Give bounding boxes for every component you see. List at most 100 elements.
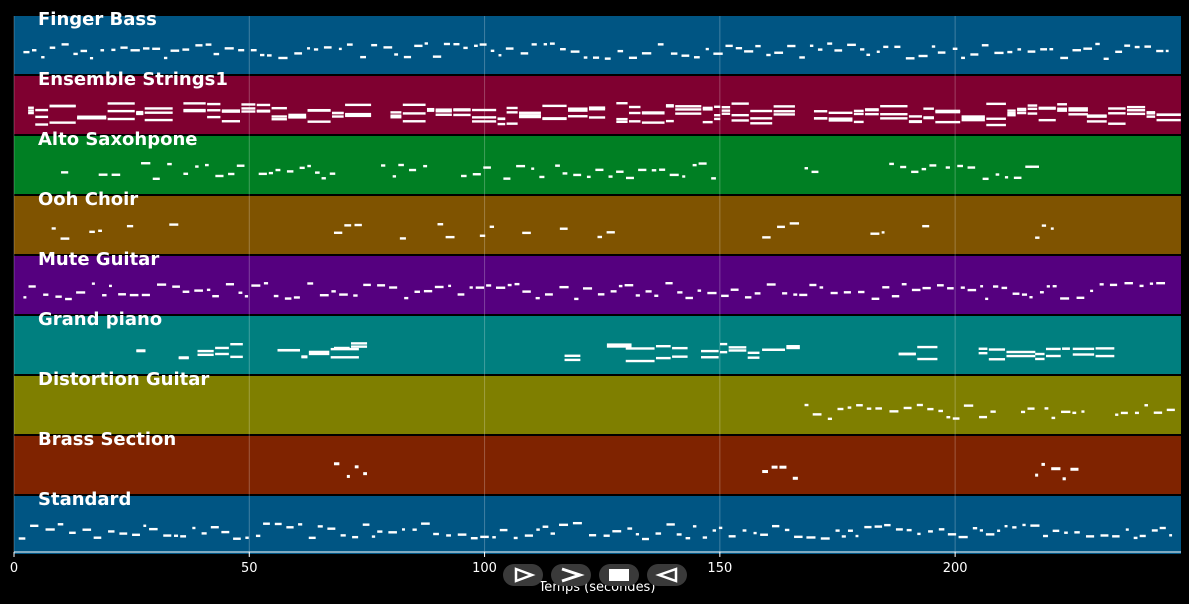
note (986, 102, 1006, 106)
note (69, 531, 76, 534)
note (377, 530, 383, 533)
note (381, 164, 386, 167)
note (93, 536, 102, 539)
note (423, 164, 428, 168)
note (865, 112, 879, 116)
note (503, 177, 511, 180)
note (898, 353, 916, 356)
note (701, 356, 719, 359)
note (352, 535, 359, 539)
note (28, 285, 36, 288)
note (315, 171, 320, 174)
note (813, 117, 828, 120)
note (120, 46, 128, 49)
note (1156, 113, 1181, 117)
note (1040, 48, 1048, 51)
note (542, 525, 549, 528)
note (28, 106, 34, 109)
note (498, 54, 502, 57)
forward-button[interactable] (551, 564, 591, 586)
stop-button[interactable] (599, 564, 639, 586)
note (777, 225, 785, 229)
note (149, 527, 158, 531)
note (855, 534, 859, 538)
note (91, 282, 95, 285)
note (675, 108, 702, 111)
note (606, 231, 615, 234)
note (812, 413, 822, 416)
note (273, 294, 279, 298)
note (938, 528, 945, 531)
note (256, 103, 271, 107)
note (692, 163, 697, 167)
note (89, 230, 95, 234)
note (241, 103, 256, 106)
note (225, 283, 234, 286)
x-tick-label: 200 (943, 561, 968, 576)
note (23, 50, 30, 54)
note (35, 115, 49, 119)
note (750, 117, 773, 120)
note (18, 537, 26, 540)
note (1070, 467, 1079, 471)
note (603, 534, 610, 537)
note (228, 172, 235, 176)
note (931, 45, 936, 48)
note (980, 285, 984, 288)
note (1095, 42, 1100, 46)
note (762, 236, 771, 239)
play-button[interactable] (503, 564, 543, 586)
note (174, 534, 179, 537)
note (616, 120, 628, 124)
note (470, 537, 478, 540)
note (747, 351, 760, 355)
rewind-button[interactable] (647, 564, 687, 586)
note (394, 53, 399, 56)
note (970, 53, 979, 56)
note (918, 54, 928, 58)
note (628, 111, 641, 115)
note (961, 115, 985, 118)
note (957, 164, 963, 168)
note (1074, 531, 1080, 534)
note (901, 283, 907, 286)
note (865, 108, 879, 112)
note (506, 111, 518, 114)
note (641, 111, 665, 114)
note (1051, 467, 1061, 471)
note (268, 171, 273, 175)
note (330, 356, 359, 359)
note (414, 290, 420, 293)
note (1159, 526, 1166, 530)
note (519, 115, 541, 119)
note (180, 535, 187, 538)
note (111, 48, 116, 52)
note (666, 523, 675, 526)
note (1017, 107, 1027, 111)
note (506, 106, 518, 110)
x-tick-label: 100 (472, 561, 497, 576)
note (236, 164, 245, 167)
note (435, 108, 452, 111)
note (592, 56, 600, 59)
note (426, 109, 435, 112)
note (1027, 107, 1038, 111)
note (354, 223, 362, 227)
note (994, 51, 1004, 55)
note (735, 46, 743, 50)
note (1064, 531, 1068, 534)
note (804, 167, 809, 170)
note (762, 348, 785, 351)
note (582, 287, 593, 290)
note (1109, 283, 1118, 287)
note (754, 292, 761, 295)
note (1139, 534, 1146, 538)
note (665, 105, 674, 108)
note (519, 111, 541, 114)
note (329, 172, 336, 175)
note (997, 529, 1001, 532)
note (360, 55, 366, 59)
note (194, 289, 203, 292)
note (1108, 107, 1126, 110)
note (908, 120, 922, 123)
